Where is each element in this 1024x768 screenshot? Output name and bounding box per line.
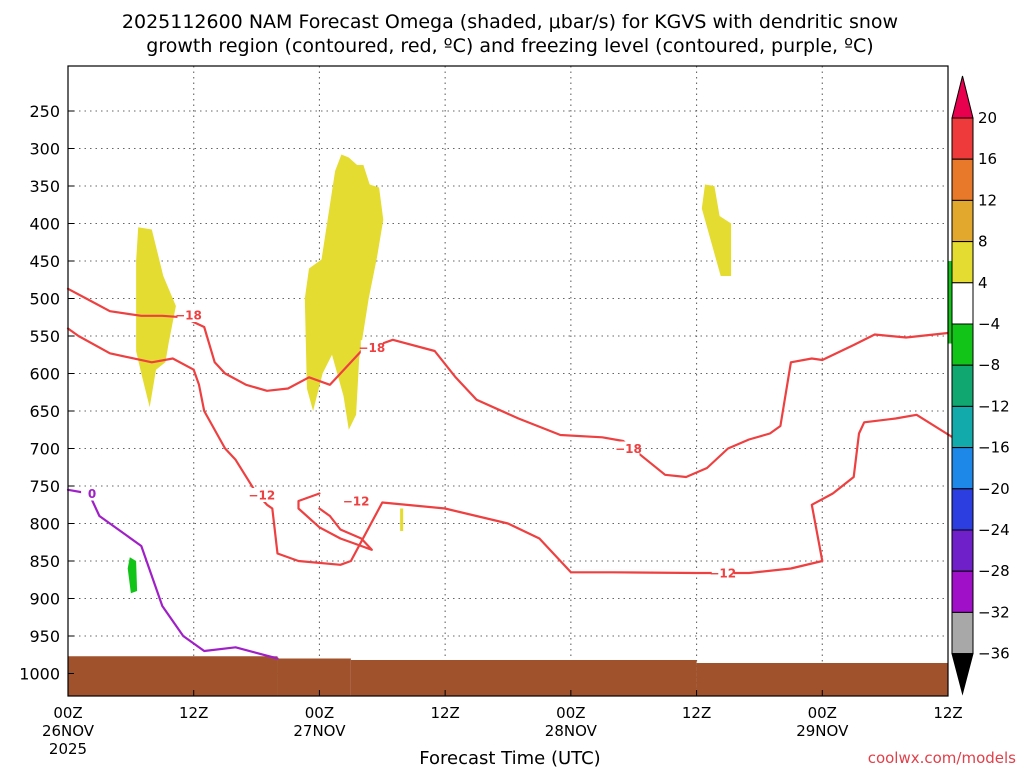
contour-label-5: −12 <box>709 567 736 581</box>
colorbar-swatch-7 <box>951 364 974 407</box>
omega-region-2 <box>701 184 732 276</box>
y-tick-label-700: 700 <box>29 440 60 459</box>
colorbar-swatch-8 <box>951 405 974 449</box>
y-tick-label-550: 550 <box>29 327 60 346</box>
contour-label-bg-4 <box>345 494 368 508</box>
x-tick-date-24: 27NOV <box>293 722 346 740</box>
y-tick-label-750: 750 <box>29 477 60 496</box>
x-tick-label-0: 00Z <box>53 704 82 722</box>
omega-shading <box>127 154 954 594</box>
y-tick-label-400: 400 <box>29 215 60 234</box>
colorbar-swatch-2 <box>951 158 974 201</box>
credit-text: coolwx.com/models <box>868 749 1016 767</box>
contour-labels: −18 −18 −18 −12 −12 −12 0 <box>81 308 736 581</box>
freezing-level-contour <box>66 488 279 660</box>
omega-region-1 <box>304 154 384 430</box>
colorbar-label-1: 16 <box>978 150 997 168</box>
colorbar-label-9: −20 <box>978 480 1010 498</box>
y-tick-label-850: 850 <box>29 552 60 571</box>
colorbar-label-0: 20 <box>978 109 997 127</box>
y-tick-label-250: 250 <box>29 102 60 121</box>
omega-region-0 <box>136 227 176 408</box>
contour-label-bg-2 <box>617 441 640 456</box>
x-tick-label-36: 12Z <box>430 704 459 722</box>
contour-label-2: −18 <box>615 442 642 456</box>
terrain-layer <box>68 656 948 696</box>
y-tick-label-350: 350 <box>29 177 60 196</box>
x-axis-label: Forecast Time (UTC) <box>419 748 600 768</box>
y-tick-label-800: 800 <box>29 515 60 534</box>
contour-label-3: −12 <box>248 489 275 503</box>
y-tick-label-950: 950 <box>29 627 60 646</box>
colorbar-swatch-3 <box>951 199 974 243</box>
dgz-upper-contour <box>66 287 950 479</box>
y-tick-label-1000: 1000 <box>19 665 60 684</box>
colorbar-label-3: 8 <box>978 233 988 251</box>
contour-label-6: 0 <box>88 487 96 501</box>
colorbar-label-10: −24 <box>978 521 1010 539</box>
colorbar-bottom-arrow <box>951 653 974 696</box>
colorbar-label-4: 4 <box>978 274 988 292</box>
colorbar-swatch-12 <box>951 570 974 613</box>
colorbar-swatch-6 <box>951 323 974 366</box>
terrain-segment-1 <box>277 658 351 696</box>
x-tick-label-72: 00Z <box>808 704 837 722</box>
colorbar-swatch-10 <box>951 488 974 531</box>
dgz-lower-contour <box>66 327 960 575</box>
terrain-segment-0 <box>68 656 278 696</box>
colorbar-swatch-4 <box>951 241 974 284</box>
y-tick-label-650: 650 <box>29 402 60 421</box>
dgz-inner-contour <box>297 492 373 551</box>
contour-label-bg-0 <box>177 308 200 322</box>
colorbar-swatch-11 <box>951 529 974 572</box>
contour-lines <box>66 287 960 660</box>
x-tick-date-72: 29NOV <box>796 722 849 740</box>
y-tick-label-300: 300 <box>29 140 60 159</box>
contour-label-bg-1 <box>360 340 383 355</box>
contour-label-bg-6 <box>81 486 104 501</box>
y-tick-label-450: 450 <box>29 252 60 271</box>
chart-title-line1: 2025112600 NAM Forecast Omega (shaded, μ… <box>122 11 898 33</box>
x-tick-date-48: 28NOV <box>545 722 598 740</box>
contour-label-1: −18 <box>358 341 385 355</box>
contour-label-0: −18 <box>175 309 202 323</box>
x-tick-date-0: 26NOV <box>42 722 95 740</box>
colorbar-label-7: −12 <box>978 397 1010 415</box>
chart-title-line2: growth region (contoured, red, ºC) and f… <box>146 35 873 57</box>
contour-label-bg-3 <box>250 488 273 502</box>
colorbar-label-6: −8 <box>978 356 1000 374</box>
colorbar-label-5: −4 <box>978 315 1000 333</box>
y-tick-label-900: 900 <box>29 590 60 609</box>
colorbar-label-8: −16 <box>978 439 1010 457</box>
x-tick-label-24: 00Z <box>305 704 334 722</box>
colorbar-label-13: −36 <box>978 645 1010 663</box>
x-tick-label-84: 12Z <box>933 704 962 722</box>
y-tick-label-600: 600 <box>29 365 60 384</box>
omega-region-3 <box>400 508 404 531</box>
terrain-segment-2 <box>350 660 697 696</box>
x-tick-year-0: 2025 <box>49 740 87 758</box>
contour-label-4: −12 <box>343 495 370 509</box>
omega-green-region-0 <box>127 557 138 594</box>
contour-label-bg-5 <box>711 566 734 580</box>
colorbar-label-12: −32 <box>978 603 1010 621</box>
colorbar-label-11: −28 <box>978 562 1010 580</box>
y-tick-label-500: 500 <box>29 290 60 309</box>
grid-lines <box>68 66 948 696</box>
x-tick-label-60: 12Z <box>682 704 711 722</box>
colorbar-top-arrow <box>951 75 974 119</box>
x-tick-label-12: 12Z <box>179 704 208 722</box>
colorbar: 20 16 12 8 4 −4 −8 −12 −16 −20 −24 −28 −32 −36 <box>951 75 1010 696</box>
colorbar-swatch-13 <box>951 611 974 655</box>
plot-frame <box>67 65 949 697</box>
colorbar-label-2: 12 <box>978 191 997 209</box>
colorbar-swatch-9 <box>951 447 974 490</box>
colorbar-swatch-5 <box>951 282 974 325</box>
x-tick-label-48: 00Z <box>556 704 585 722</box>
colorbar-swatch-1 <box>951 117 974 160</box>
y-axis-ticks: 250 300 350 400 450 500 550 600 650 700 750 800 850 9… <box>19 102 74 684</box>
